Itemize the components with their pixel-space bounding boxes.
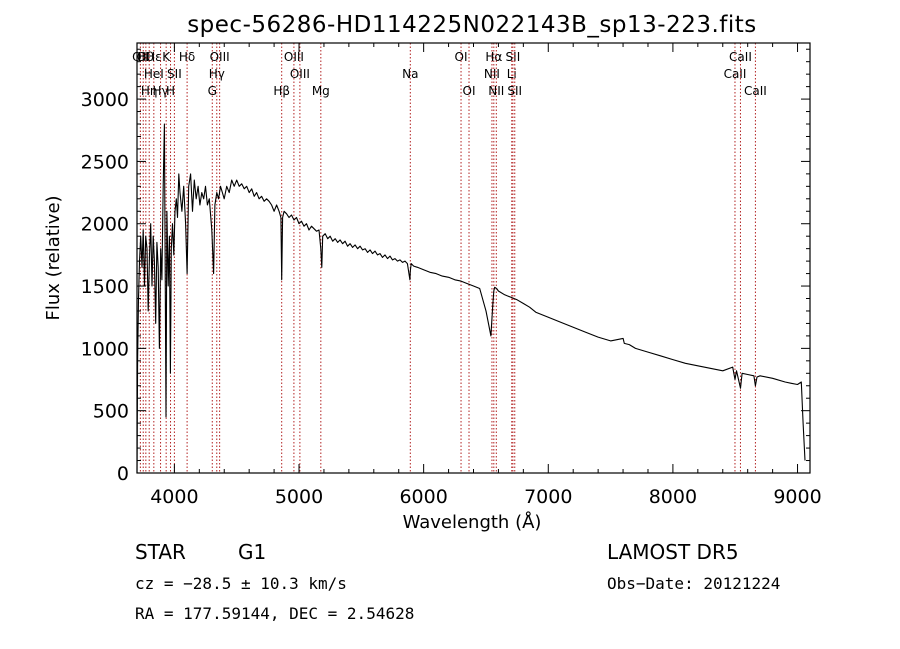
object-type: STAR: [135, 540, 186, 564]
line-label: Na: [402, 67, 418, 81]
line-label: Hβ: [273, 84, 290, 98]
y-tick-label: 500: [93, 401, 129, 423]
line-label: G: [208, 84, 217, 98]
line-label: CaII: [729, 50, 752, 64]
line-label: OIII: [284, 50, 304, 64]
line-label: Hη: [141, 84, 158, 98]
x-axis-label: Wavelength (Å): [403, 511, 542, 533]
x-tick-label: 5000: [275, 486, 323, 508]
y-tick-label: 2000: [81, 214, 129, 236]
line-label: NII: [484, 67, 500, 81]
object-subclass: G1: [238, 540, 266, 564]
survey-name: LAMOST DR5: [607, 540, 739, 564]
line-label: OI: [137, 50, 150, 64]
line-label: SII: [507, 84, 522, 98]
line-label: K: [162, 50, 171, 64]
chart-title: spec-56286-HD114225N022143B_sp13-223.fit…: [187, 12, 757, 38]
observation-date: Obs−Date: 20121224: [607, 574, 780, 593]
line-label: OI: [455, 50, 468, 64]
redshift-velocity: cz = −28.5 ± 10.3 km/s: [135, 574, 347, 593]
x-tick-label: 6000: [399, 486, 447, 508]
line-label: Hε: [146, 50, 162, 64]
x-tick-label: 4000: [150, 486, 198, 508]
line-label: Hθ: [138, 50, 154, 64]
y-tick-label: 1000: [81, 338, 129, 360]
coordinates: RA = 177.59144, DEC = 2.54628: [135, 604, 414, 623]
line-label: Li: [507, 67, 517, 81]
line-label: OIII: [290, 67, 310, 81]
line-label: OII: [132, 50, 149, 64]
line-label: Hγ: [152, 84, 168, 98]
y-axis-label: Flux (relative): [43, 195, 64, 320]
plot-frame: [136, 42, 811, 474]
line-label: NII: [488, 84, 504, 98]
info-panel: STAR G1 LAMOST DR5 cz = −28.5 ± 10.3 km/…: [135, 540, 780, 623]
line-label: SII: [506, 50, 521, 64]
line-label: Mg: [312, 84, 330, 98]
spectrum-line: [136, 123, 806, 474]
y-tick-label: 3000: [81, 89, 129, 111]
x-tick-label: 8000: [649, 486, 697, 508]
x-tick-label: 7000: [524, 486, 572, 508]
line-label: Hγ: [209, 67, 225, 81]
line-label: CaII: [724, 67, 747, 81]
axis-ticks: 4000 5000 6000 7000 8000 9000 0 500 1000 1500 2000…: [81, 43, 822, 508]
line-label: OI: [463, 84, 476, 98]
x-tick-label: 9000: [773, 486, 821, 508]
line-label: Hδ: [179, 50, 195, 64]
spectrum-series: [136, 123, 806, 474]
line-label: OIII: [210, 50, 230, 64]
line-label: HeI: [144, 67, 164, 81]
y-tick-label: 0: [117, 463, 129, 485]
spectral-line-markers: OIIOIHθHηHεHeIHγKHSIIHδGHγOIIIHβOIIIOIII…: [132, 43, 767, 473]
y-tick-label: 1500: [81, 276, 129, 298]
line-label: H: [166, 84, 175, 98]
line-label: Hα: [485, 50, 502, 64]
y-tick-label: 2500: [81, 151, 129, 173]
line-label: SII: [167, 67, 182, 81]
line-label: CaII: [744, 84, 767, 98]
